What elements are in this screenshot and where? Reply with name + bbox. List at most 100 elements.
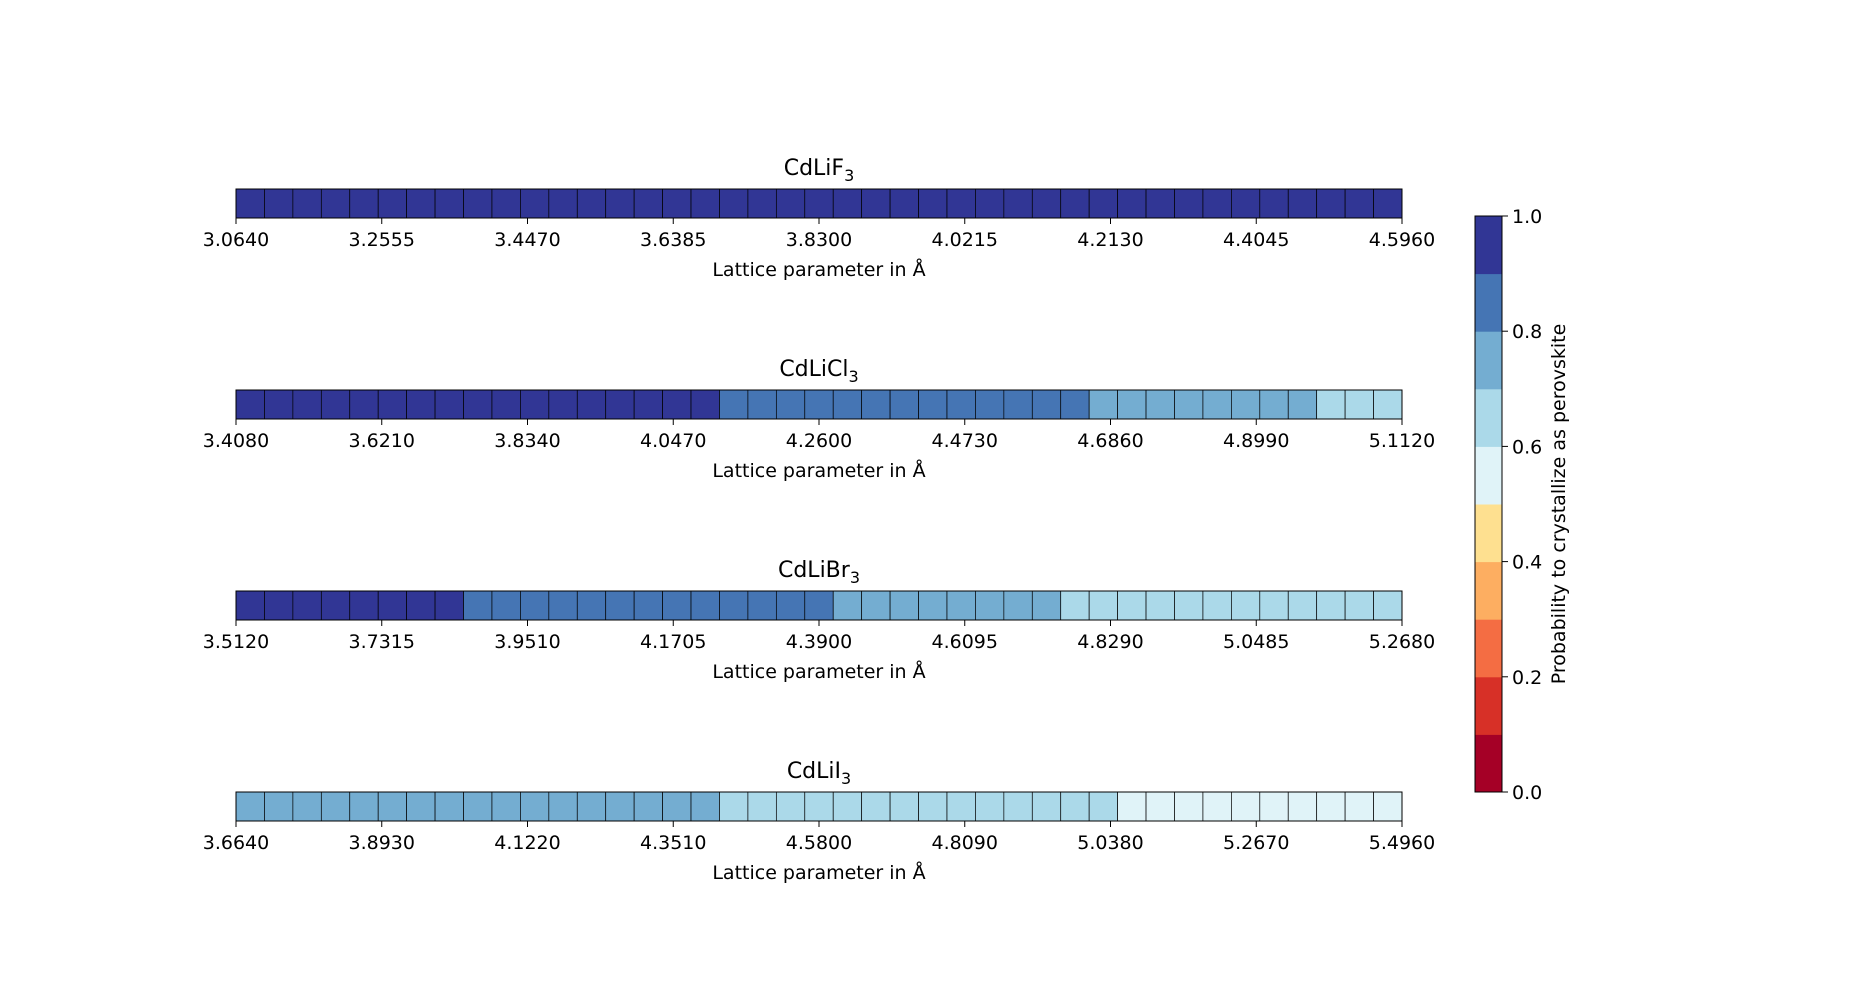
panel-title-main: CdLiI [787, 759, 841, 784]
heatmap-cell [918, 389, 948, 420]
heatmap-cell [690, 188, 720, 219]
x-tick-label: 3.2555 [349, 229, 415, 251]
heatmap-cell [1287, 791, 1318, 822]
heatmap-cell [1287, 590, 1318, 621]
colorbar-tick-label: 0.6 [1512, 436, 1542, 458]
heatmap-cell [320, 791, 351, 822]
heatmap-cell [775, 791, 806, 822]
heatmap-cell [1202, 389, 1232, 420]
heatmap-cell [1287, 188, 1318, 219]
x-tick-label: 3.6385 [640, 229, 706, 251]
heatmap-panel-1: 3.0640 3.2555 3.4470 3.6385 3.8300 4.0215 4.21… [203, 156, 1435, 281]
heatmap-cell [1117, 389, 1147, 420]
heatmap-cell [406, 188, 436, 219]
heatmap-cell [889, 791, 919, 822]
heatmap-cell [1316, 590, 1346, 621]
heatmap-cell [1003, 590, 1033, 621]
heatmap-cell [1316, 389, 1346, 420]
x-tick-label: 4.1705 [640, 631, 706, 653]
x-axis-label: Lattice parameter in Å [712, 660, 925, 683]
heatmap-cell [1316, 791, 1346, 822]
x-tick-label: 3.8300 [786, 229, 852, 251]
heatmap-cell [747, 389, 777, 420]
heatmap-cell [605, 188, 635, 219]
heatmap-panel-4: 3.6640 3.8930 4.1220 4.3510 4.5800 4.8090 5.03… [203, 759, 1435, 884]
heatmap-cell [747, 188, 777, 219]
x-tick-label: 3.5120 [203, 631, 269, 653]
x-tick-label: 3.9510 [494, 631, 560, 653]
heatmap-cell [804, 791, 834, 822]
heatmap-cell [747, 590, 777, 621]
heatmap-cell [1344, 188, 1374, 219]
heatmap-cell [889, 590, 919, 621]
heatmap-cell [1060, 590, 1090, 621]
heatmap-cell [775, 389, 806, 420]
heatmap-cell [719, 389, 749, 420]
colorbar-segment [1475, 388, 1502, 447]
heatmap-cell [406, 590, 436, 621]
x-tick-label: 5.2680 [1369, 631, 1435, 653]
x-tick-label: 3.7315 [349, 631, 415, 653]
heatmap-cell [292, 791, 322, 822]
heatmap-cell [349, 590, 379, 621]
heatmap-cell [889, 389, 919, 420]
heatmap-cell [1344, 389, 1374, 420]
heatmap-cell [861, 389, 891, 420]
heatmap-cell [434, 791, 464, 822]
x-tick-label: 3.8930 [349, 832, 415, 854]
heatmap-cell [946, 791, 976, 822]
x-axis-label: Lattice parameter in Å [712, 459, 925, 482]
x-tick-label: 4.4045 [1223, 229, 1289, 251]
heatmap-cell [1031, 188, 1062, 219]
x-tick-label: 4.4730 [932, 430, 998, 452]
heatmap-cell [320, 590, 351, 621]
heatmap-cell [463, 791, 493, 822]
heatmap-cell [946, 389, 976, 420]
heatmap-cell [975, 389, 1005, 420]
heatmap-cell [889, 188, 919, 219]
colorbar-tick-label: 0.4 [1512, 552, 1542, 574]
heatmap-cell [520, 389, 550, 420]
panel-title: CdLiBr3 [778, 558, 860, 587]
heatmap-cell [377, 389, 407, 420]
colorbar-tick-label: 0.2 [1512, 667, 1542, 689]
heatmap-cell [1088, 791, 1118, 822]
panel-title: CdLiCl3 [779, 357, 858, 386]
heatmap-cell [1231, 791, 1261, 822]
heatmap-cell [1145, 590, 1175, 621]
heatmap-cell [406, 389, 436, 420]
heatmap-cell [832, 389, 863, 420]
colorbar-segment [1475, 619, 1502, 678]
x-tick-label: 4.2130 [1077, 229, 1143, 251]
heatmap-cell [320, 389, 351, 420]
x-tick-label: 3.4470 [494, 229, 560, 251]
x-tick-label: 5.0380 [1077, 832, 1143, 854]
heatmap-cell [1060, 791, 1090, 822]
heatmap-cell [1145, 389, 1175, 420]
heatmap-cell [1259, 188, 1289, 219]
heatmap-cell [491, 590, 521, 621]
heatmap-cell [1344, 590, 1374, 621]
heatmap-cell [719, 590, 749, 621]
x-tick-label: 4.1220 [494, 832, 560, 854]
colorbar-segment [1475, 446, 1502, 505]
heatmap-cell [1231, 188, 1261, 219]
heatmap-cell [690, 791, 720, 822]
heatmap-cell [861, 791, 891, 822]
panel-title-main: CdLiCl [779, 357, 848, 382]
heatmap-cell [520, 791, 550, 822]
heatmap-cell [1202, 791, 1232, 822]
heatmap-cell [662, 188, 692, 219]
colorbar-segment [1475, 216, 1502, 275]
heatmap-cell [690, 389, 720, 420]
heatmap-cell [434, 590, 464, 621]
panel-title-main: CdLiF [784, 156, 844, 181]
heatmap-cell [719, 791, 749, 822]
x-tick-label: 3.0640 [203, 229, 269, 251]
heatmap-cell [576, 389, 607, 420]
heatmap-cell [1231, 389, 1261, 420]
x-tick-label: 5.2670 [1223, 832, 1289, 854]
heatmap-cell [633, 389, 663, 420]
heatmap-cell [1174, 389, 1204, 420]
